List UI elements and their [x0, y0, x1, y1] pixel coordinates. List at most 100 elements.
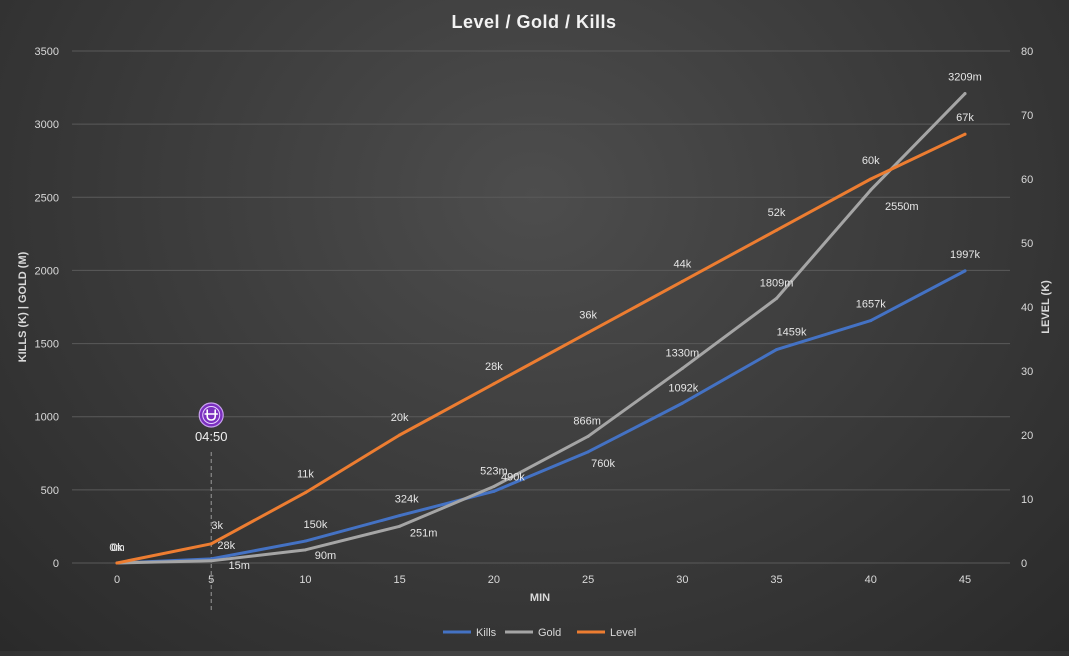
data-point-kills	[775, 348, 779, 352]
data-label-gold: 523m	[480, 465, 508, 477]
y-right-tick-label: 20	[1021, 430, 1033, 442]
data-point-level	[398, 433, 402, 437]
y-right-tick-label: 60	[1021, 174, 1033, 186]
y-right-tick-label: 40	[1021, 302, 1033, 314]
data-point-level	[680, 279, 684, 283]
data-label-level: 20k	[391, 412, 409, 424]
y-left-tick-label: 3500	[35, 46, 59, 58]
data-label-level: 60k	[862, 155, 880, 167]
series-layer	[115, 92, 967, 565]
x-tick-label: 45	[959, 574, 971, 586]
y-right-tick-label: 10	[1021, 494, 1033, 506]
data-label-kills: 0k	[111, 542, 123, 554]
data-label-level: 52k	[768, 207, 786, 219]
data-label-kills: 28k	[217, 540, 235, 552]
legend-item-kills: Kills	[443, 627, 497, 639]
x-tick-label: 15	[394, 574, 406, 586]
series-line-level	[115, 132, 967, 565]
data-point-level	[209, 542, 213, 546]
series-line-gold	[115, 92, 967, 565]
y-left-tick-label: 0	[53, 558, 59, 570]
x-tick-label: 25	[582, 574, 594, 586]
x-tick-label: 20	[488, 574, 500, 586]
data-point-gold	[303, 548, 307, 552]
purple-circle-icon	[198, 402, 224, 428]
y-right-tick-label: 30	[1021, 366, 1033, 378]
y-left-tick-label: 1500	[35, 339, 59, 351]
data-label-gold: 15m	[229, 560, 250, 572]
data-label-level: 28k	[485, 361, 503, 373]
data-point-kills	[492, 489, 496, 493]
legend-item-gold: Gold	[505, 627, 561, 639]
data-point-level	[586, 331, 590, 335]
data-point-gold	[209, 559, 213, 563]
data-label-kills: 150k	[304, 519, 328, 531]
legend-label-gold: Gold	[538, 627, 561, 639]
data-point-kills	[398, 514, 402, 518]
data-point-level	[303, 491, 307, 495]
data-label-kills: 1092k	[668, 382, 698, 394]
data-label-kills: 1459k	[777, 327, 807, 339]
grid-layer	[72, 50, 1010, 564]
data-point-kills	[586, 450, 590, 454]
data-label-level: 11k	[297, 469, 314, 481]
y-right-tick-label: 0	[1021, 558, 1027, 570]
axis-layer: 0 500 1000 1500 2000 2500 3000 3500 0 10 20 30 40 50 6…	[35, 46, 1034, 586]
data-label-level: 3k	[211, 520, 223, 532]
data-point-level	[492, 382, 496, 386]
y-right-tick-label: 70	[1021, 110, 1033, 122]
data-label-gold: 251m	[410, 527, 438, 539]
data-label-kills: 324k	[395, 494, 419, 506]
data-label-gold: 0m	[109, 542, 124, 554]
data-label-kills: 1997k	[950, 249, 980, 261]
y-right-tick-label: 80	[1021, 46, 1033, 58]
data-label-level: 36k	[579, 310, 597, 322]
y-axis-left-title: KILLS (K) | GOLD (M)	[17, 251, 29, 362]
data-point-gold	[963, 92, 967, 96]
x-tick-label: 40	[865, 574, 877, 586]
legend-label-level: Level	[610, 627, 636, 639]
legend-label-kills: Kills	[476, 627, 497, 639]
y-axis-right-title: LEVEL (K)	[1040, 280, 1052, 334]
y-left-tick-label: 2500	[35, 192, 59, 204]
data-point-level	[115, 561, 119, 565]
data-label-gold: 866m	[573, 415, 601, 427]
chart-title: Level / Gold / Kills	[451, 12, 616, 32]
data-point-kills	[869, 319, 873, 323]
data-label-kills: 1657k	[856, 299, 886, 311]
data-point-gold	[492, 484, 496, 488]
y-right-tick-label: 50	[1021, 238, 1033, 250]
data-label-kills: 760k	[591, 458, 615, 470]
y-left-tick-label: 1000	[35, 412, 59, 424]
event-marker-time: 04:50	[195, 429, 228, 444]
series-line-kills	[115, 269, 967, 565]
x-tick-label: 0	[114, 574, 120, 586]
data-point-level	[775, 228, 779, 232]
annotation-layer: 04:50	[195, 402, 228, 612]
data-label-gold: 90m	[315, 550, 336, 562]
data-point-level	[869, 177, 873, 181]
data-point-gold	[398, 524, 402, 528]
y-left-tick-label: 3000	[35, 119, 59, 131]
data-label-layer: 0k 28k 150k 324k 490k 760k 1092k 1459k 1657k 1997…	[109, 72, 981, 572]
x-tick-label: 30	[676, 574, 688, 586]
x-tick-label: 35	[770, 574, 782, 586]
data-point-gold	[869, 188, 873, 192]
data-label-kills: 490k	[501, 471, 525, 483]
legend: Kills Gold Level	[443, 627, 636, 639]
data-point-level	[963, 132, 967, 136]
data-label-level: 44k	[673, 258, 691, 270]
data-point-gold	[586, 434, 590, 438]
y-left-tick-label: 2000	[35, 265, 59, 277]
data-label-gold: 2550m	[885, 201, 919, 213]
data-point-gold	[775, 296, 779, 300]
data-point-kills	[963, 269, 967, 273]
data-label-gold: 1330m	[666, 347, 700, 359]
data-point-kills	[680, 401, 684, 405]
data-label-level: 0k	[111, 542, 123, 554]
x-axis-title: MIN	[530, 592, 550, 604]
data-label-gold: 3209m	[948, 72, 982, 84]
data-label-gold: 1809m	[760, 277, 794, 289]
